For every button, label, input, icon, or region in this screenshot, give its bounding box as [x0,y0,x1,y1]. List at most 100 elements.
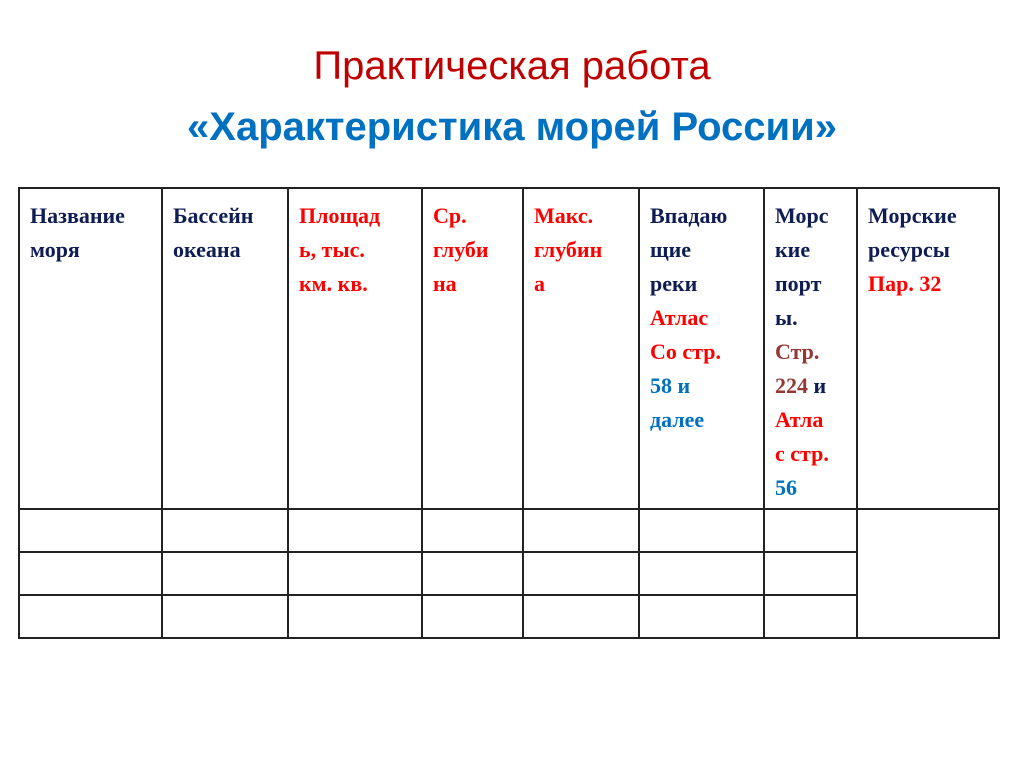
header-cell: Бассейн океана [161,187,289,510]
empty-cell[interactable] [856,508,1000,639]
empty-cell[interactable] [638,594,765,639]
header-text: моря [30,237,80,262]
slide-title: Практическая работа [313,44,711,88]
header-text: Пар. 32 [868,271,942,296]
header-line: Морс [775,199,852,233]
header-text: 58 и [650,373,691,398]
header-text: Ср. [433,203,467,228]
empty-cell[interactable] [287,594,423,639]
header-text: океана [173,237,241,262]
header-row: Название моря Бассейн океана Площад ь, тыс. км… [18,187,1000,510]
empty-cell[interactable] [763,551,858,596]
header-text: кие [775,237,811,262]
header-line: ь, тыс. [299,233,417,267]
header-text: Атлас [650,305,709,330]
header-line: 56 [775,471,852,505]
header-line: глубин [534,233,634,267]
empty-cell[interactable] [638,551,765,596]
header-text: глубин [534,237,603,262]
empty-cell[interactable] [18,594,163,639]
header-line: Бассейн [173,199,283,233]
header-cell: Название моря [18,187,163,510]
empty-cell[interactable] [18,551,163,596]
header-line: Пар. 32 [868,267,994,301]
header-line: Атла [775,403,852,437]
empty-cell[interactable] [287,508,423,553]
header-cell: Площад ь, тыс. км. кв. [287,187,423,510]
seas-table: Название моря Бассейн океана Площад ь, тыс. км… [18,187,1000,639]
header-text: Макс. [534,203,594,228]
header-text: 224 [775,373,808,398]
header-cell: Впадаю щие реки Атлас Со стр. 58 и далее [638,187,765,510]
header-text: Со стр. [650,339,721,364]
empty-cell[interactable] [421,508,524,553]
header-text: Впадаю [650,203,728,228]
header-line: 224 и [775,369,852,403]
header-text: Морс [775,203,829,228]
empty-cell[interactable] [287,551,423,596]
empty-cell[interactable] [522,551,640,596]
empty-cell[interactable] [522,508,640,553]
header-text: а [534,271,545,296]
table-row [18,551,999,596]
header-text: ы. [775,305,798,330]
header-text: ь, тыс. [299,237,365,262]
header-line: ы. [775,301,852,335]
header-text: Атла [775,407,824,432]
header-line: реки [650,267,759,301]
header-line: кие [775,233,852,267]
header-line: порт [775,267,852,301]
header-line: Впадаю [650,199,759,233]
empty-cell[interactable] [421,594,524,639]
header-line: Стр. [775,335,852,369]
slide-subtitle: «Характеристика морей России» [187,105,837,149]
empty-cell[interactable] [161,508,289,553]
header-line: Со стр. [650,335,759,369]
header-line: 58 и [650,369,759,403]
header-text: 56 [775,475,797,500]
header-line: на [433,267,518,301]
header-line: а [534,267,634,301]
header-line: Площад [299,199,417,233]
header-cell: Макс. глубин а [522,187,640,510]
header-line: глуби [433,233,518,267]
header-line: Название [30,199,157,233]
empty-cell[interactable] [763,594,858,639]
header-cell: Ср. глуби на [421,187,524,510]
header-line: океана [173,233,283,267]
header-text: реки [650,271,698,296]
header-text: и [808,373,827,398]
header-cell: Морские ресурсы Пар. 32 [856,187,1000,510]
header-text: Морские [868,203,957,228]
empty-cell[interactable] [18,508,163,553]
header-text: км. кв. [299,271,368,296]
header-text: Название [30,203,125,228]
header-text: Площад [299,203,381,228]
header-line: ресурсы [868,233,994,267]
empty-cell[interactable] [161,551,289,596]
header-cell: Морс кие порт ы. Стр. 224 и Атла с стр. 56 [763,187,858,510]
header-text: ресурсы [868,237,950,262]
table-row [18,594,999,639]
header-line: Морские [868,199,994,233]
header-line: щие [650,233,759,267]
header-text: с стр. [775,441,829,466]
header-line: Макс. [534,199,634,233]
header-text: порт [775,271,822,296]
empty-cell[interactable] [421,551,524,596]
header-line: далее [650,403,759,437]
empty-cell[interactable] [638,508,765,553]
header-line: км. кв. [299,267,417,301]
header-text: глуби [433,237,489,262]
header-text: Бассейн [173,203,254,228]
header-line: с стр. [775,437,852,471]
empty-cell[interactable] [522,594,640,639]
header-text: Стр. [775,339,820,364]
header-text: далее [650,407,705,432]
header-text: на [433,271,457,296]
table-row [18,508,1000,639]
header-text: щие [650,237,692,262]
empty-cell[interactable] [763,508,858,553]
header-line: Атлас [650,301,759,335]
empty-cell[interactable] [161,594,289,639]
